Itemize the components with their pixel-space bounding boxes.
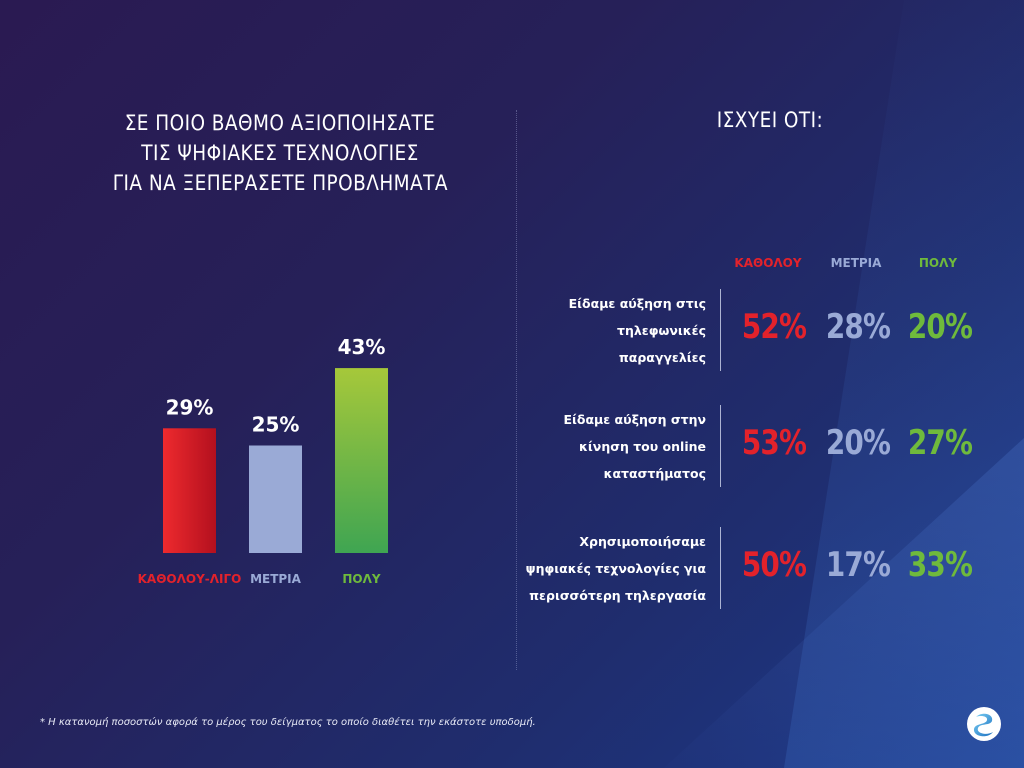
- value-kathólou: 53%: [741, 423, 807, 463]
- row-label: Είδαμε αύξηση στην κίνηση του online κατ…: [520, 401, 706, 491]
- table-row: Είδαμε αύξηση στην κίνηση του online κατ…: [520, 401, 1000, 491]
- row-label-line: κίνηση του online: [579, 438, 706, 454]
- table-title: ΙΣΧΥΕΙ ΟΤΙ:: [716, 108, 824, 132]
- row-label: Είδαμε αύξηση στις τηλεφωνικές παραγγελί…: [520, 285, 706, 375]
- column-header-metria: ΜΕΤΡΙΑ: [830, 256, 882, 270]
- bar-2: [249, 445, 302, 553]
- column-header-poly: ΠΟΛΥ: [918, 256, 958, 270]
- chart-title: ΣΕ ΠΟΙΟ ΒΑΘΜΟ ΑΞΙΟΠΟΙΗΣΑΤΕ ΤΙΣ ΨΗΦΙΑΚΕΣ …: [112, 108, 448, 198]
- bar-category-label: ΚΑΘΟΛΟΥ-ΛΙΓΟ: [138, 572, 242, 586]
- bar-value-label: 29%: [166, 395, 214, 419]
- bar-chart: 29% ΚΑΘΟΛΟΥ-ΛΙΓΟ 25% ΜΕΤΡΙΑ 43% ΠΟΛΥ: [138, 335, 388, 586]
- bar-3: [335, 368, 388, 553]
- section-divider: [516, 110, 517, 670]
- chart-title-line: ΣΕ ΠΟΙΟ ΒΑΘΜΟ ΑΞΙΟΠΟΙΗΣΑΤΕ: [124, 111, 436, 135]
- value-kathólou: 52%: [741, 307, 807, 347]
- row-separator: [720, 527, 721, 609]
- bar-category-label: ΜΕΤΡΙΑ: [250, 572, 302, 586]
- bar-value-label: 43%: [338, 335, 386, 359]
- value-kathólou: 50%: [741, 545, 807, 585]
- value-poly: 27%: [907, 423, 973, 463]
- value-metria: 17%: [825, 545, 891, 585]
- row-separator: [720, 405, 721, 487]
- row-separator: [720, 289, 721, 371]
- row-label-line: Είδαμε αύξηση στις: [568, 295, 706, 311]
- row-label: Χρησιμοποιήσαμε ψηφιακές τεχνολογίες για…: [520, 523, 706, 613]
- chart-title-line: ΓΙΑ ΝΑ ΞΕΠΕΡΑΣΕΤΕ ΠΡΟΒΛΗΜΑΤΑ: [112, 171, 448, 195]
- value-metria: 20%: [825, 423, 891, 463]
- value-metria: 28%: [825, 307, 891, 347]
- row-label-line: τηλεφωνικές: [616, 322, 706, 338]
- row-label-line: Χρησιμοποιήσαμε: [579, 533, 706, 549]
- value-poly: 20%: [907, 307, 973, 347]
- bar-1: [163, 428, 216, 553]
- row-label-line: Είδαμε αύξηση στην: [563, 411, 706, 427]
- column-header-kathólou: ΚΑΘΟΛΟΥ: [734, 256, 802, 270]
- row-label-line: περισσότερη τηλεργασία: [529, 587, 706, 603]
- table-row: Είδαμε αύξηση στις τηλεφωνικές παραγγελί…: [520, 285, 1000, 375]
- table-row: Χρησιμοποιήσαμε ψηφιακές τεχνολογίες για…: [520, 523, 1000, 613]
- row-label-line: καταστήματος: [603, 465, 706, 481]
- brand-logo-icon: [967, 707, 1001, 741]
- bar-value-label: 25%: [252, 413, 300, 437]
- footnote: * Η κατανομή ποσοστών αφορά το μέρος του…: [40, 717, 536, 728]
- value-poly: 33%: [907, 545, 973, 585]
- chart-title-line: ΤΙΣ ΨΗΦΙΑΚΕΣ ΤΕΧΝΟΛΟΓΙΕΣ: [141, 141, 419, 165]
- row-label-line: ψηφιακές τεχνολογίες για: [525, 560, 706, 576]
- row-label-line: παραγγελίες: [618, 349, 706, 365]
- bar-category-label: ΠΟΛΥ: [342, 572, 381, 586]
